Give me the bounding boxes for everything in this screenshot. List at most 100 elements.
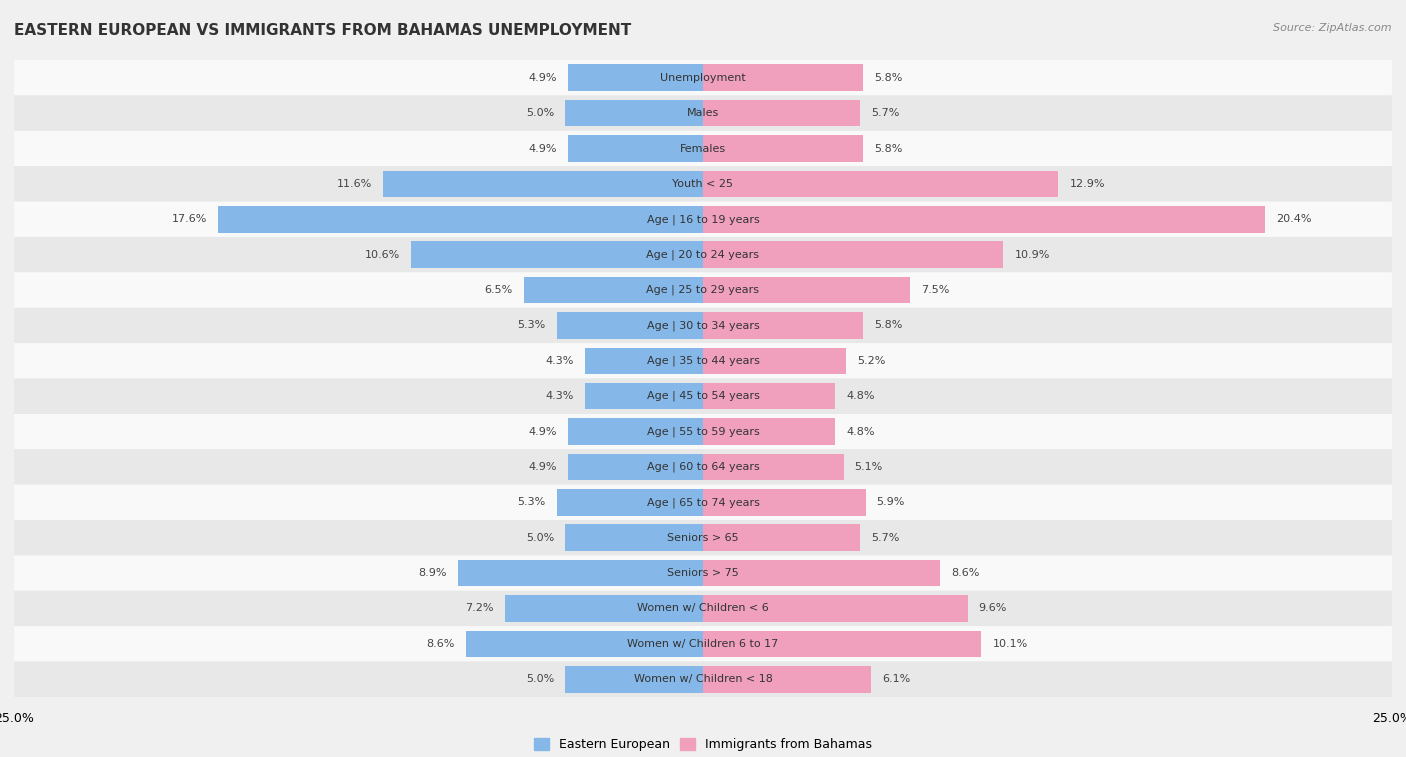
Bar	[703, 560, 941, 587]
Text: 5.0%: 5.0%	[526, 674, 554, 684]
Text: Youth < 25: Youth < 25	[672, 179, 734, 189]
FancyBboxPatch shape	[14, 449, 1392, 484]
Text: 6.5%: 6.5%	[485, 285, 513, 295]
Text: 8.6%: 8.6%	[950, 568, 980, 578]
Text: 8.9%: 8.9%	[418, 568, 447, 578]
Text: 5.8%: 5.8%	[875, 144, 903, 154]
FancyBboxPatch shape	[14, 167, 1392, 201]
Text: 20.4%: 20.4%	[1277, 214, 1312, 224]
FancyBboxPatch shape	[14, 343, 1392, 378]
Bar	[568, 136, 703, 162]
Bar	[568, 419, 703, 445]
Bar	[568, 64, 703, 91]
Bar	[585, 383, 703, 410]
Text: 9.6%: 9.6%	[979, 603, 1007, 613]
Text: 17.6%: 17.6%	[172, 214, 207, 224]
FancyBboxPatch shape	[14, 590, 1392, 626]
Text: 7.2%: 7.2%	[465, 603, 494, 613]
Text: Age | 16 to 19 years: Age | 16 to 19 years	[647, 214, 759, 225]
FancyBboxPatch shape	[14, 378, 1392, 414]
Text: 12.9%: 12.9%	[1070, 179, 1105, 189]
Text: Males: Males	[688, 108, 718, 118]
Text: 4.9%: 4.9%	[529, 462, 557, 472]
Text: Unemployment: Unemployment	[661, 73, 745, 83]
FancyBboxPatch shape	[14, 662, 1392, 697]
Bar	[703, 277, 910, 304]
Bar	[557, 312, 703, 338]
FancyBboxPatch shape	[14, 237, 1392, 273]
Bar	[458, 560, 703, 587]
Bar	[703, 100, 860, 126]
Text: Women w/ Children < 6: Women w/ Children < 6	[637, 603, 769, 613]
Bar	[465, 631, 703, 657]
Text: 5.0%: 5.0%	[526, 108, 554, 118]
Bar	[703, 453, 844, 480]
FancyBboxPatch shape	[14, 626, 1392, 662]
FancyBboxPatch shape	[14, 520, 1392, 556]
Text: 4.8%: 4.8%	[846, 427, 875, 437]
Bar	[703, 347, 846, 374]
Text: 7.5%: 7.5%	[921, 285, 949, 295]
Bar	[505, 595, 703, 621]
Bar	[703, 312, 863, 338]
FancyBboxPatch shape	[14, 273, 1392, 308]
Text: 11.6%: 11.6%	[337, 179, 373, 189]
Text: 5.9%: 5.9%	[876, 497, 905, 507]
Text: Age | 25 to 29 years: Age | 25 to 29 years	[647, 285, 759, 295]
Text: 5.8%: 5.8%	[875, 73, 903, 83]
Bar	[703, 170, 1059, 197]
Text: Source: ZipAtlas.com: Source: ZipAtlas.com	[1274, 23, 1392, 33]
Text: EASTERN EUROPEAN VS IMMIGRANTS FROM BAHAMAS UNEMPLOYMENT: EASTERN EUROPEAN VS IMMIGRANTS FROM BAHA…	[14, 23, 631, 38]
Text: 4.9%: 4.9%	[529, 73, 557, 83]
FancyBboxPatch shape	[14, 414, 1392, 449]
Text: 4.9%: 4.9%	[529, 427, 557, 437]
Bar	[565, 666, 703, 693]
Bar	[703, 383, 835, 410]
FancyBboxPatch shape	[14, 131, 1392, 167]
Bar	[565, 525, 703, 551]
Legend: Eastern European, Immigrants from Bahamas: Eastern European, Immigrants from Bahama…	[529, 734, 877, 756]
Text: 5.8%: 5.8%	[875, 320, 903, 330]
Bar	[703, 206, 1265, 232]
Bar	[557, 489, 703, 516]
Bar	[218, 206, 703, 232]
Text: Age | 20 to 24 years: Age | 20 to 24 years	[647, 249, 759, 260]
Bar	[565, 100, 703, 126]
Bar	[411, 241, 703, 268]
FancyBboxPatch shape	[14, 60, 1392, 95]
Text: 5.7%: 5.7%	[872, 533, 900, 543]
Text: 4.9%: 4.9%	[529, 144, 557, 154]
Bar	[585, 347, 703, 374]
Text: Age | 55 to 59 years: Age | 55 to 59 years	[647, 426, 759, 437]
Bar	[568, 453, 703, 480]
Bar	[703, 595, 967, 621]
Text: Age | 35 to 44 years: Age | 35 to 44 years	[647, 356, 759, 366]
Text: Seniors > 75: Seniors > 75	[666, 568, 740, 578]
Text: 5.2%: 5.2%	[858, 356, 886, 366]
Text: 4.3%: 4.3%	[546, 356, 574, 366]
Bar	[703, 489, 866, 516]
FancyBboxPatch shape	[14, 95, 1392, 131]
Bar	[524, 277, 703, 304]
Bar	[703, 419, 835, 445]
Text: Age | 30 to 34 years: Age | 30 to 34 years	[647, 320, 759, 331]
Text: 10.6%: 10.6%	[364, 250, 399, 260]
Text: 10.9%: 10.9%	[1014, 250, 1050, 260]
Text: 5.1%: 5.1%	[855, 462, 883, 472]
Bar	[703, 241, 1004, 268]
FancyBboxPatch shape	[14, 201, 1392, 237]
Text: 5.0%: 5.0%	[526, 533, 554, 543]
Bar	[703, 631, 981, 657]
FancyBboxPatch shape	[14, 484, 1392, 520]
Text: 5.7%: 5.7%	[872, 108, 900, 118]
Text: 5.3%: 5.3%	[517, 320, 546, 330]
Text: Age | 60 to 64 years: Age | 60 to 64 years	[647, 462, 759, 472]
Text: 4.3%: 4.3%	[546, 391, 574, 401]
Text: 8.6%: 8.6%	[426, 639, 456, 649]
Text: Females: Females	[681, 144, 725, 154]
Text: 4.8%: 4.8%	[846, 391, 875, 401]
Text: 5.3%: 5.3%	[517, 497, 546, 507]
Text: Age | 45 to 54 years: Age | 45 to 54 years	[647, 391, 759, 401]
Bar	[703, 525, 860, 551]
Text: 6.1%: 6.1%	[882, 674, 910, 684]
